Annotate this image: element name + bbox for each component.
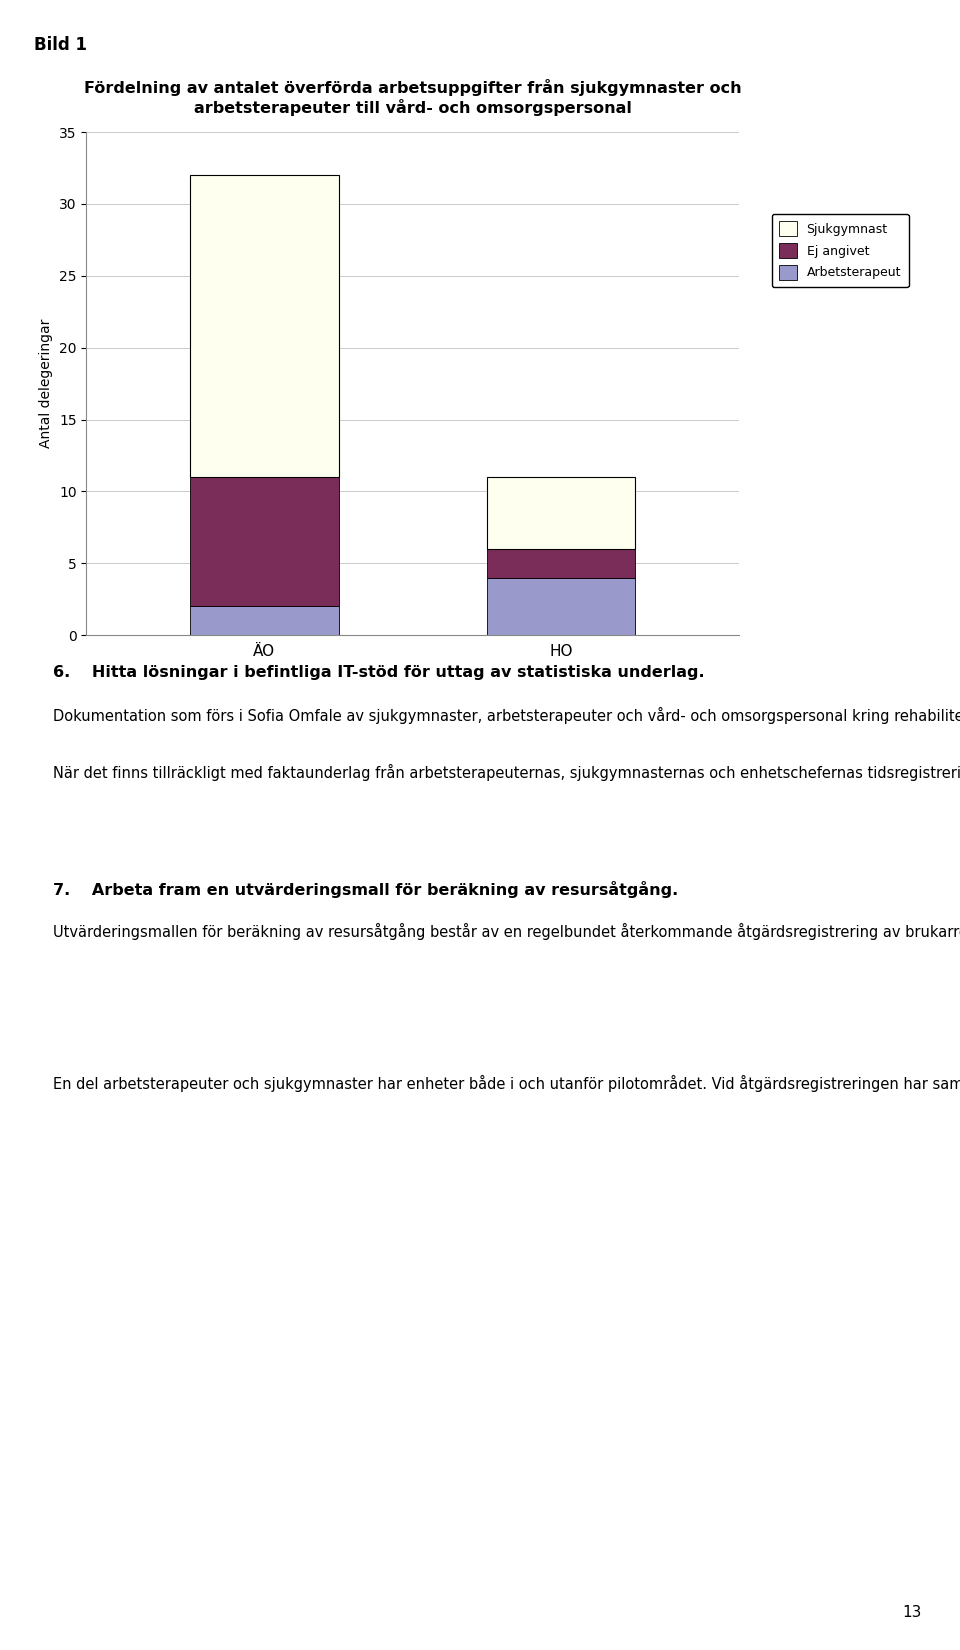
- Bar: [190, 175, 339, 477]
- Legend: Sjukgymnast, Ej angivet, Arbetsterapeut: Sjukgymnast, Ej angivet, Arbetsterapeut: [772, 214, 908, 287]
- Text: En del arbetsterapeuter och sjukgymnaster har enheter både i och utanför pilotom: En del arbetsterapeuter och sjukgymnaste…: [53, 1074, 960, 1092]
- Bar: [487, 578, 636, 635]
- Text: 13: 13: [902, 1605, 922, 1620]
- Text: 7.  Arbeta fram en utvärderingsmall för beräkning av resursåtgång.: 7. Arbeta fram en utvärderingsmall för b…: [53, 881, 678, 898]
- Bar: [487, 549, 636, 578]
- Text: Bild 1: Bild 1: [34, 36, 86, 54]
- Text: 6.  Hitta lösningar i befintliga IT-stöd för uttag av statistiska underlag.: 6. Hitta lösningar i befintliga IT-stöd …: [53, 665, 705, 680]
- Bar: [190, 607, 339, 635]
- Text: Dokumentation som förs i Sofia Omfale av sjukgymnaster, arbetsterapeuter och vår: Dokumentation som förs i Sofia Omfale av…: [53, 706, 960, 724]
- Title: Fördelning av antalet överförda arbetsuppgifter från sjukgymnaster och
arbetster: Fördelning av antalet överförda arbetsup…: [84, 79, 742, 116]
- Bar: [190, 477, 339, 607]
- Y-axis label: Antal delegeringar: Antal delegeringar: [39, 318, 54, 449]
- Bar: [487, 477, 636, 549]
- Text: När det finns tillräckligt med faktaunderlag från arbetsterapeuternas, sjukgymna: När det finns tillräckligt med faktaunde…: [53, 764, 960, 780]
- Text: Utvärderingsmallen för beräkning av resursåtgång består av en regelbundet återko: Utvärderingsmallen för beräkning av resu…: [53, 922, 960, 940]
